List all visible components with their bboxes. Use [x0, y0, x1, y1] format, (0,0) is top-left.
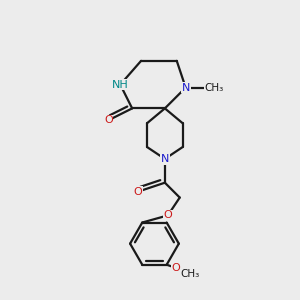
- Text: O: O: [164, 210, 172, 220]
- Text: NH: NH: [112, 80, 129, 90]
- Text: O: O: [171, 263, 180, 273]
- Text: CH₃: CH₃: [181, 268, 200, 279]
- Text: O: O: [134, 187, 142, 196]
- Text: O: O: [104, 115, 113, 125]
- Text: CH₃: CH₃: [204, 82, 224, 93]
- Text: N: N: [161, 154, 169, 164]
- Text: N: N: [182, 82, 190, 93]
